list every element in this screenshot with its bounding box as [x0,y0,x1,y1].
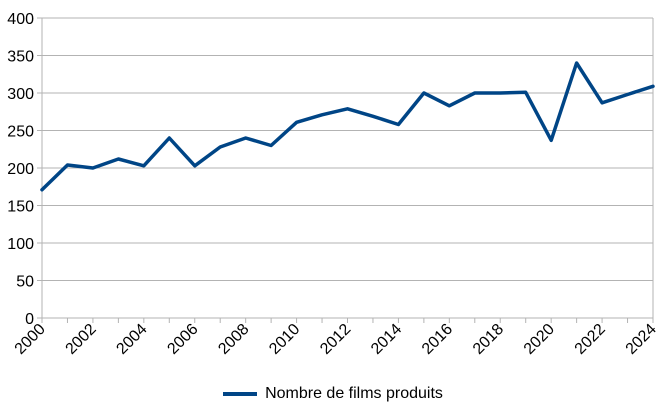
y-tick-label: 250 [7,124,34,141]
x-tick-label: 2010 [266,321,303,358]
x-tick-label: 2024 [623,321,660,358]
legend: Nombre de films produits [0,385,666,403]
x-tick-label: 2018 [470,321,507,358]
y-tick-label: 150 [7,199,34,216]
y-tick-label: 400 [7,11,34,28]
legend-swatch-0 [223,392,258,396]
x-tick-label: 2020 [521,321,558,358]
y-tick-label: 350 [7,49,34,66]
y-tick-label: 300 [7,86,34,103]
axes [37,17,654,323]
y-tick-label: 50 [16,274,34,291]
x-tick-label: 2006 [164,321,201,358]
series-lines [40,61,655,192]
x-tick-label: 2004 [113,321,150,358]
x-tick-label: 2022 [572,321,609,358]
tick-labels: 0 50 100 150 200 250 300 350 400 2000 2002 2004 2006… [7,11,660,358]
x-tick-label: 2012 [317,321,354,358]
y-tick-label: 200 [7,161,34,178]
legend-label-0: Nombre de films produits [265,385,443,402]
y-tick-label: 100 [7,236,34,253]
series-line-0 [40,61,655,192]
x-tick-label: 2000 [12,321,49,358]
y-tick-label: 0 [25,311,34,328]
x-tick-label: 2008 [215,321,252,358]
x-tick-label: 2002 [63,321,100,358]
x-tick-label: 2014 [368,321,405,358]
gridlines [42,17,653,319]
x-tick-label: 2016 [419,321,456,358]
